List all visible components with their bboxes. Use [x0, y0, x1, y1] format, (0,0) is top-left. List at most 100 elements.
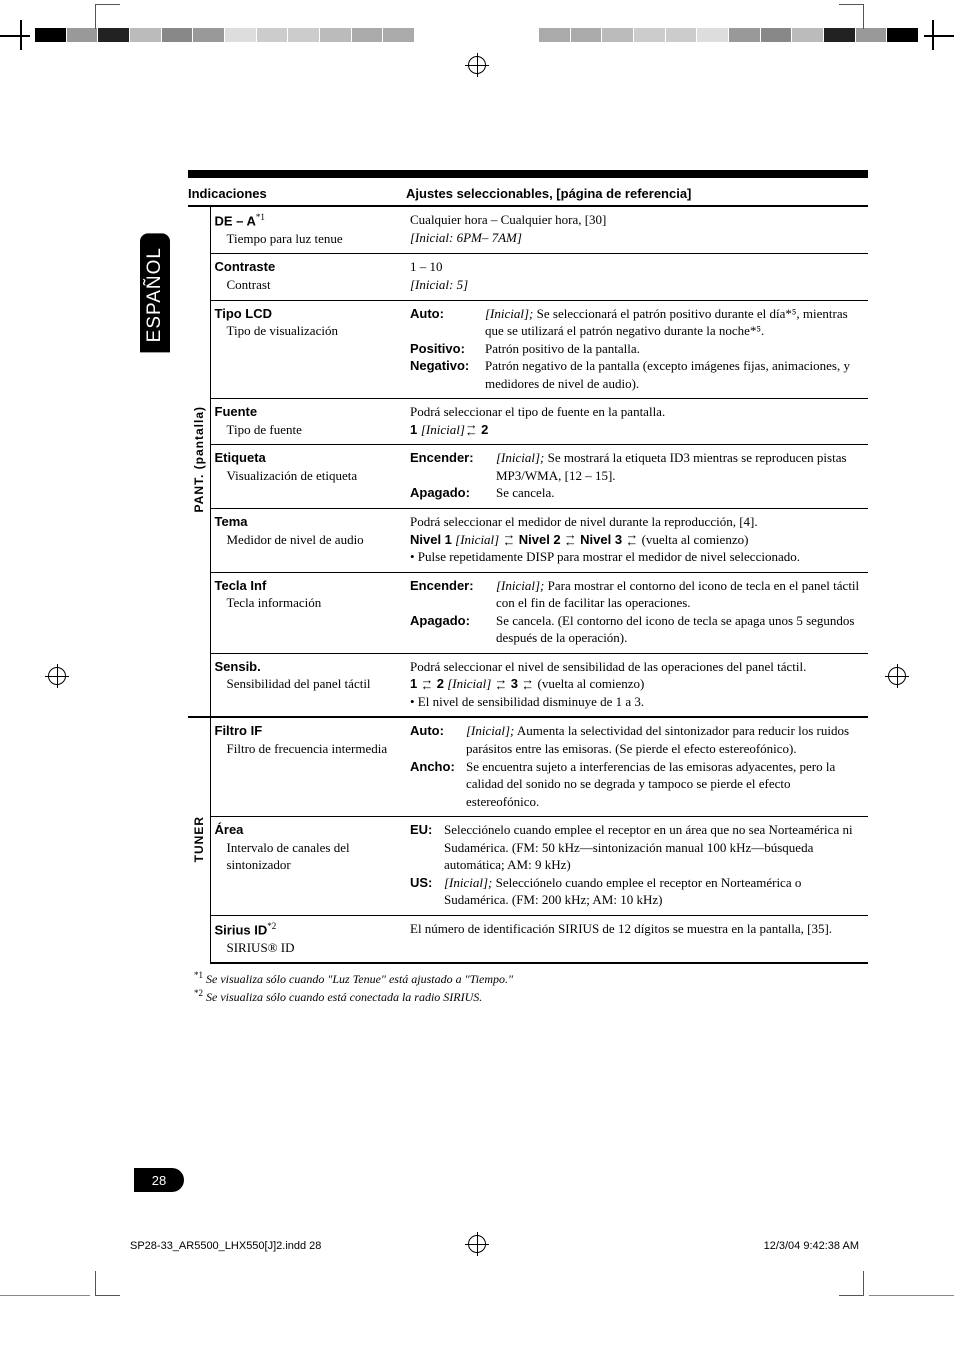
footnote-marker: *1	[194, 970, 203, 980]
table-row: Contraste Contrast 1 – 10 [Inicial: 5]	[188, 254, 868, 300]
row-subtitle: Filtro de frecuencia intermedia	[215, 740, 403, 758]
option-value: Patrón negativo de la pantalla (excepto …	[485, 357, 864, 392]
row-subtitle: Sensibilidad del panel táctil	[215, 675, 403, 693]
row-value: Podrá seleccionar el medidor de nivel du…	[410, 514, 758, 529]
trim-rule	[869, 1295, 954, 1296]
row-title: Tema	[215, 514, 248, 529]
option-key: Auto:	[410, 305, 485, 340]
option-key: EU:	[410, 821, 444, 874]
row-subtitle: Tipo de fuente	[215, 421, 403, 439]
option-row: Negativo:Patrón negativo de la pantalla …	[410, 357, 864, 392]
language-tab: ESPAÑOL	[140, 233, 170, 352]
footnote-text: Se visualiza sólo cuando "Luz Tenue" est…	[206, 972, 513, 986]
row-title: Tecla Inf	[215, 578, 267, 593]
option-key: Negativo:	[410, 357, 485, 392]
row-initial: [Inicial: 6PM– 7AM]	[410, 230, 522, 245]
row-title: DE – A	[215, 213, 256, 228]
table-header: Indicaciones Ajustes seleccionables, [pá…	[188, 186, 868, 207]
footnote-marker: *2	[194, 988, 203, 998]
option-key: Positivo:	[410, 340, 485, 358]
table-row: Tema Medidor de nivel de audio Podrá sel…	[188, 508, 868, 572]
option-value: [Inicial]; Se mostrará la etiqueta ID3 m…	[496, 449, 864, 484]
print-footer: SP28-33_AR5500_LHX550[J]2.indd 28 12/3/0…	[130, 1240, 859, 1252]
footnotes: *1Se visualiza sólo cuando "Luz Tenue" e…	[188, 970, 868, 1005]
row-option: 2	[481, 422, 488, 437]
row-options: 1 →← 2 [Inicial] →← 3 →← (vuelta al comi…	[410, 676, 644, 691]
option-row: Ancho:Se encuentra sujeto a interferenci…	[410, 758, 864, 811]
section-label-pant: PANT. (pantalla)	[188, 207, 210, 717]
trim-corner	[839, 1271, 864, 1296]
option-row: Apagado:Se cancela.	[410, 484, 864, 502]
row-subtitle: Visualización de etiqueta	[215, 467, 403, 485]
footer-timestamp: 12/3/04 9:42:38 AM	[764, 1240, 859, 1252]
alt-icon: →←	[502, 532, 515, 545]
header-ajustes: Ajustes seleccionables, [página de refer…	[406, 186, 868, 201]
footnote-text: Se visualiza sólo cuando está conectada …	[206, 990, 482, 1004]
option-row: Positivo:Patrón positivo de la pantalla.	[410, 340, 864, 358]
header-indicaciones: Indicaciones	[188, 186, 406, 201]
footnote-ref: *2	[267, 921, 276, 931]
option-key: Ancho:	[410, 758, 466, 811]
alt-icon: →←	[625, 532, 638, 545]
row-subtitle: SIRIUS® ID	[215, 939, 403, 957]
option-value: [Inicial]; Selecciónelo cuando emplee el…	[444, 874, 864, 909]
registration-mark-icon	[888, 667, 906, 685]
option-key: Encender:	[410, 577, 496, 612]
footnote-ref: *1	[256, 212, 265, 222]
row-bullet: • El nivel de sensibilidad disminuye de …	[410, 694, 644, 709]
option-value: [Inicial]; Para mostrar el contorno del …	[496, 577, 864, 612]
option-key: Auto:	[410, 722, 466, 757]
option-row: Auto:[Inicial]; Aumenta la selectividad …	[410, 722, 864, 757]
row-subtitle: Contrast	[215, 276, 403, 294]
table-row: Sirius ID*2 SIRIUS® ID El número de iden…	[188, 915, 868, 963]
table-row: Etiqueta Visualización de etiqueta Encen…	[188, 445, 868, 509]
row-value: Podrá seleccionar el nivel de sensibilid…	[410, 659, 806, 674]
option-value: Selecciónelo cuando emplee el receptor e…	[444, 821, 864, 874]
row-value: Cualquier hora – Cualquier hora, [30]	[410, 212, 606, 227]
row-subtitle: Tiempo para luz tenue	[215, 230, 403, 248]
option-row: Encender:[Inicial]; Para mostrar el cont…	[410, 577, 864, 612]
row-subtitle: Intervalo de canales del sintonizador	[215, 839, 403, 874]
trim-corner	[95, 1271, 120, 1296]
option-value: Se encuentra sujeto a interferencias de …	[466, 758, 864, 811]
option-row: US:[Inicial]; Selecciónelo cuando emplee…	[410, 874, 864, 909]
row-title: Sirius ID	[215, 922, 268, 937]
option-row: Encender:[Inicial]; Se mostrará la etiqu…	[410, 449, 864, 484]
trim-corner	[95, 4, 120, 29]
option-row: EU:Selecciónelo cuando emplee el recepto…	[410, 821, 864, 874]
page-number: 28	[134, 1168, 184, 1192]
option-key: Apagado:	[410, 484, 496, 502]
row-title: Fuente	[215, 404, 258, 419]
row-value: El número de identificación SIRIUS de 12…	[410, 921, 832, 936]
settings-table: PANT. (pantalla) DE – A*1 Tiempo para lu…	[188, 207, 868, 964]
registration-mark-icon	[468, 56, 486, 74]
trim-corner	[839, 4, 864, 29]
alt-icon: →←	[420, 677, 433, 690]
option-value: [Inicial]; Se seleccionará el patrón pos…	[485, 305, 864, 340]
footer-filename: SP28-33_AR5500_LHX550[J]2.indd 28	[130, 1240, 321, 1252]
row-subtitle: Tecla información	[215, 594, 403, 612]
row-options: Nivel 1 [Inicial] →← Nivel 2 →← Nivel 3 …	[410, 532, 748, 547]
row-title: Tipo LCD	[215, 306, 273, 321]
table-row: Tipo LCD Tipo de visualización Auto:[Ini…	[188, 300, 868, 399]
table-row: PANT. (pantalla) DE – A*1 Tiempo para lu…	[188, 207, 868, 254]
row-title: Sensib.	[215, 659, 261, 674]
option-row: Auto:[Inicial]; Se seleccionará el patró…	[410, 305, 864, 340]
top-rule	[188, 170, 868, 178]
row-subtitle: Medidor de nivel de audio	[215, 531, 403, 549]
table-row: TUNER Filtro IF Filtro de frecuencia int…	[188, 717, 868, 816]
table-row: Tecla Inf Tecla información Encender:[In…	[188, 572, 868, 653]
section-label-tuner: TUNER	[188, 717, 210, 963]
row-bullet: • Pulse repetidamente DISP para mostrar …	[410, 549, 800, 564]
option-value: [Inicial]; Aumenta la selectividad del s…	[466, 722, 864, 757]
row-value: Podrá seleccionar el tipo de fuente en l…	[410, 404, 665, 419]
table-row: Área Intervalo de canales del sintonizad…	[188, 817, 868, 916]
option-key: Apagado:	[410, 612, 496, 647]
row-title: Contraste	[215, 259, 276, 274]
table-row: Fuente Tipo de fuente Podrá seleccionar …	[188, 399, 868, 445]
alt-icon: →←	[465, 422, 478, 435]
option-value: Se cancela.	[496, 484, 864, 502]
option-row: Apagado:Se cancela. (El contorno del ico…	[410, 612, 864, 647]
alt-icon: →←	[521, 677, 534, 690]
table-row: Sensib. Sensibilidad del panel táctil Po…	[188, 653, 868, 717]
